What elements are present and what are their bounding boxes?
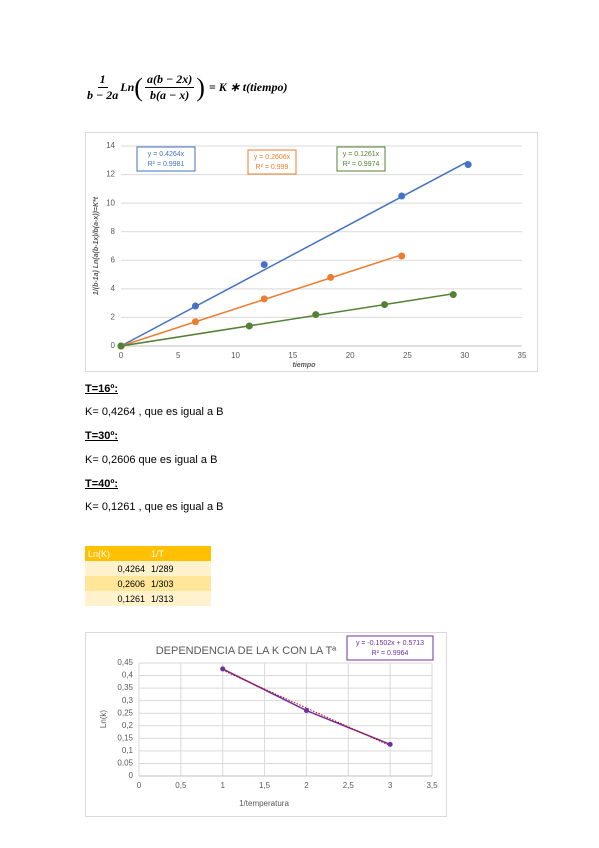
cell: 1/303	[151, 578, 174, 589]
trendline-label-box	[136, 146, 196, 172]
point	[398, 192, 406, 200]
x-tick-label: 0	[137, 781, 142, 790]
trendline-r2: R² = 0.9964	[372, 650, 409, 657]
numerator: a(b − 2x)	[144, 72, 195, 88]
y-tick-label: 10	[106, 198, 115, 207]
point	[191, 302, 199, 310]
x-tick-label: 35	[518, 351, 527, 360]
y-tick-label: 14	[106, 141, 115, 150]
denominator: b − 2a	[87, 88, 119, 102]
trendline	[222, 669, 391, 747]
trendline-label-box	[346, 635, 434, 661]
numerator: 1	[97, 72, 108, 88]
y-tick-label: 0,3	[122, 696, 134, 705]
paragraph: K= 0,1261 , que es igual a B	[85, 501, 224, 513]
x-tick-label: 3,5	[426, 781, 438, 790]
x-tick-label: 2	[304, 781, 309, 790]
fraction: a(b − 2x) b(a − x)	[144, 72, 195, 103]
point	[303, 708, 309, 714]
x-tick-label: 30	[460, 351, 469, 360]
y-tick-label: 0,15	[117, 733, 133, 742]
y-axis-label: 1/(b-1a) Ln(a(b-1x)/b(a-x))=K*t	[93, 196, 100, 295]
y-tick-label: 0,45	[117, 658, 133, 667]
trendline-label: y = 0.2606x	[254, 154, 291, 161]
trendline-r2: R² = 0.999	[256, 164, 289, 171]
point	[381, 301, 389, 309]
trendline-label: y = 0.4264x	[148, 151, 185, 158]
table: Ln(K) 1/T 0,4264 1/289 0,2606 1/303 0,1261 1…	[85, 546, 211, 606]
header-cell: 1/T	[148, 546, 211, 561]
chart: DEPENDENCIA DE LA K CON LA Tª 0 0,05 0,1 0,1…	[85, 632, 447, 817]
trendline-label: y = -0.1502x + 0.5713	[356, 640, 424, 647]
cell: 1/289	[151, 563, 174, 574]
trendline-r2: R² = 0.9974	[343, 161, 380, 168]
y-tick-label: 0	[129, 771, 134, 780]
cell: 0,4264	[117, 563, 145, 574]
x-tick-label: 3	[388, 781, 393, 790]
point	[117, 342, 125, 350]
x-tick-label: 5	[176, 351, 181, 360]
trendline-r2: R² = 0.9981	[148, 161, 185, 168]
x-tick-label: 1	[220, 781, 225, 790]
x-tick-label: 2,5	[343, 781, 355, 790]
cell: 0,2606	[117, 578, 145, 589]
denominator: b(a − x)	[149, 88, 190, 102]
y-tick-label: 6	[111, 255, 116, 264]
point	[220, 666, 226, 672]
y-tick-label: 0,05	[117, 759, 133, 768]
x-axis-label: 1/temperatura	[239, 799, 289, 808]
trendline-label-box	[247, 149, 297, 175]
x-tick-label: 0	[119, 351, 124, 360]
y-tick-label: 12	[106, 170, 115, 179]
heading: T=30º:	[85, 430, 119, 442]
point	[245, 322, 253, 330]
heading: T=16º:	[85, 383, 119, 395]
y-axis-label: Ln(k)	[99, 710, 108, 729]
x-tick-label: 15	[288, 351, 297, 360]
trendline-label: y = 0.1261x	[343, 151, 380, 158]
x-tick-label: 20	[346, 351, 355, 360]
point	[260, 261, 268, 269]
y-tick-label: 2	[111, 313, 116, 322]
point	[464, 161, 472, 169]
trendline-label-box	[336, 146, 386, 172]
paragraph: K= 0,2606 que es igual a B	[85, 454, 218, 466]
header-cell: Ln(K)	[85, 546, 148, 561]
y-tick-label: 0	[111, 341, 116, 350]
y-tick-label: 4	[111, 284, 116, 293]
y-tick-label: 0,4	[122, 671, 134, 680]
x-tick-label: 0,5	[175, 781, 187, 790]
point	[398, 252, 406, 260]
x-axis-label: tiempo	[293, 362, 317, 369]
y-tick-label: 0,25	[117, 708, 133, 717]
point	[449, 291, 457, 299]
chart: 0 2 4 6 8 10 12 14 0 5 10 15 20 25 30 35 tiempo 1/(b-1a) …	[85, 132, 538, 372]
x-tick-label: 10	[231, 351, 240, 360]
x-tick-label: 1,5	[259, 781, 271, 790]
y-tick-label: 0,1	[122, 746, 134, 755]
point	[260, 295, 268, 303]
paragraph: K= 0,4264 , que es igual a B	[85, 406, 224, 418]
point	[312, 311, 320, 319]
trendline	[120, 293, 454, 347]
point	[387, 741, 393, 747]
y-tick-label: 0,35	[117, 683, 133, 692]
heading: T=40º:	[85, 478, 119, 490]
y-tick-label: 0,2	[122, 721, 134, 730]
cell: 0,1261	[117, 593, 145, 604]
ln: Ln	[120, 80, 135, 94]
point	[191, 318, 199, 326]
x-tick-label: 25	[403, 351, 412, 360]
chart-title: DEPENDENCIA DE LA K CON LA Tª	[156, 645, 337, 657]
point	[327, 273, 335, 281]
y-tick-label: 8	[111, 227, 116, 236]
trendline	[120, 160, 469, 347]
cell: 1/313	[151, 593, 174, 604]
rhs: = K ∗ t(tiempo)	[208, 80, 288, 94]
